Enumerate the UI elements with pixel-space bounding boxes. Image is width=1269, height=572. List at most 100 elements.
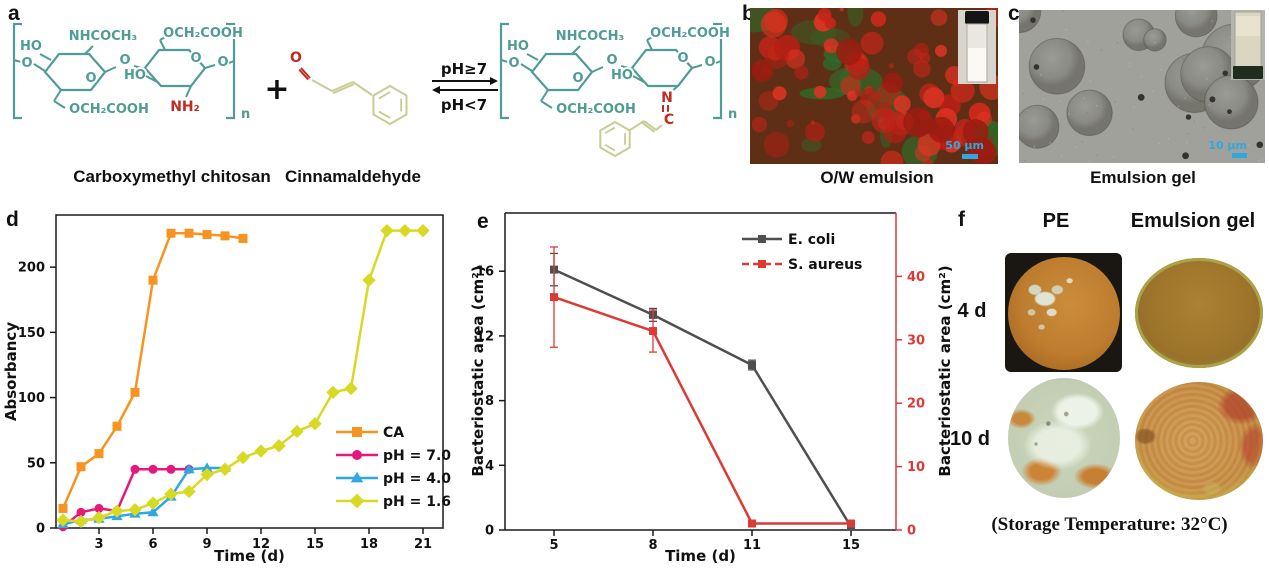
absorbance-chart: 0 50 100 150 200 3 6 9 12 15 18 21 Absorbancy Time (d… xyxy=(2,214,451,565)
column-header-pe: PE xyxy=(1042,210,1070,232)
legend-label: E. coli xyxy=(788,232,835,248)
oil-droplet xyxy=(888,63,895,69)
data-point xyxy=(220,231,230,241)
repeat-subscript: n xyxy=(728,107,737,122)
data-point xyxy=(130,464,140,474)
atom-label: OCH₂COOH xyxy=(650,26,730,41)
data-point xyxy=(112,421,122,431)
oil-droplet xyxy=(861,131,875,144)
right-y-tick-label: 30 xyxy=(907,333,925,348)
atom-label: O xyxy=(119,53,130,68)
vial-cap xyxy=(965,11,989,24)
oil-droplet xyxy=(962,119,989,146)
right-y-tick-label: 20 xyxy=(907,397,925,412)
oil-droplet xyxy=(751,116,768,133)
left-y-tick-label: 4 xyxy=(485,459,494,474)
data-point xyxy=(362,273,376,287)
imine-carbon-label: C xyxy=(664,112,674,128)
legend: CA pH = 7.0 pH = 4.0 pH = 1.6 xyxy=(336,425,451,510)
pore xyxy=(1227,109,1232,115)
oil-droplet xyxy=(851,114,861,124)
oil-droplet xyxy=(810,120,815,125)
data-point xyxy=(352,450,362,460)
fluorescence-micrograph: 50 μm xyxy=(750,8,998,164)
aldehyde-oxygen-label: O xyxy=(290,50,302,66)
cinnamaldehyde-structure: O xyxy=(288,48,408,126)
oil-droplet xyxy=(935,44,948,57)
pore xyxy=(1033,64,1040,70)
panel-c-caption: Emulsion gel xyxy=(1090,168,1196,187)
reverse-arrowhead xyxy=(432,86,440,94)
gel-dome xyxy=(1019,10,1042,34)
atom-label: O xyxy=(704,55,715,70)
x-tick-label: 3 xyxy=(94,537,103,552)
atom-label: O xyxy=(217,55,228,70)
pore xyxy=(1182,152,1189,160)
data-point xyxy=(201,462,213,472)
aqueous-phase-blob xyxy=(810,27,850,48)
left-y-tick-label: 12 xyxy=(476,329,494,344)
data-point xyxy=(236,450,250,465)
data-point xyxy=(254,444,268,458)
oil-droplet xyxy=(854,89,863,97)
data-point xyxy=(308,416,322,431)
data-point xyxy=(164,487,178,501)
left-y-axis-title: Bacteriostatic area (cm²) xyxy=(470,265,487,476)
data-point xyxy=(74,514,88,529)
panel-label-f: f xyxy=(958,208,965,231)
data-point xyxy=(76,462,86,472)
milky-emulsion xyxy=(968,48,986,81)
atom-label: NHCOCH₃ xyxy=(69,29,137,44)
data-point xyxy=(94,449,104,459)
scale-bar-label: 10 μm xyxy=(1208,139,1247,152)
data-point xyxy=(398,223,412,238)
data-point xyxy=(183,463,195,474)
benzene-ring xyxy=(599,120,631,158)
x-tick-label: 8 xyxy=(648,538,657,553)
x-tick-label: 15 xyxy=(842,538,860,553)
right-y-axis-title: Bacteriostatic area (cm²) xyxy=(936,265,954,476)
x-tick-label: 18 xyxy=(360,537,378,552)
oil-droplet xyxy=(764,44,790,69)
right-y-tick-label: 40 xyxy=(907,270,925,285)
oil-droplet xyxy=(923,87,945,109)
gel-dome xyxy=(1174,10,1218,38)
data-point xyxy=(218,462,232,476)
molecule2-caption: Cinnamaldehyde xyxy=(284,167,422,186)
oil-droplet xyxy=(880,150,904,164)
data-point xyxy=(202,230,212,240)
data-point xyxy=(748,519,756,528)
oil-droplet xyxy=(860,31,884,55)
row-label-4d: 4 d xyxy=(957,300,987,322)
amine-group-label: NH₂ xyxy=(170,99,200,115)
gel-dome xyxy=(1028,37,1086,95)
series-S. aureus xyxy=(550,246,855,528)
oil-droplet xyxy=(860,88,880,108)
gel-dome xyxy=(1066,89,1113,137)
data-point xyxy=(146,496,160,510)
atom-label: O xyxy=(677,51,688,66)
atom-label: HO xyxy=(20,39,42,54)
forward-condition-label: pH≥7 xyxy=(441,60,487,78)
oil-droplet xyxy=(751,59,774,82)
oil-droplet xyxy=(760,11,787,38)
legend-label: pH = 7.0 xyxy=(383,448,451,464)
data-point xyxy=(148,464,158,474)
data-point xyxy=(92,510,106,525)
panel-label-c: c xyxy=(1008,2,1020,25)
data-point xyxy=(344,381,358,396)
imine-nitrogen-label: N xyxy=(661,90,673,106)
data-point xyxy=(416,223,430,238)
x-tick-label: 5 xyxy=(549,538,558,553)
data-point xyxy=(200,467,214,482)
inverted-gel-vial-inset xyxy=(1231,10,1265,80)
atom-label: O xyxy=(21,56,32,71)
oil-droplet xyxy=(813,85,827,99)
y-tick-label: 100 xyxy=(18,391,45,406)
panel-b-caption: O/W emulsion xyxy=(820,168,934,187)
axes: 0 50 100 150 200 3 6 9 12 15 18 21 xyxy=(18,214,444,552)
scale-bar-label: 50 μm xyxy=(945,139,984,152)
bacteriostatic-chart: 0 4 8 12 16 0 10 20 30 40 5 8 11 15 Bacteriostatic are… xyxy=(470,212,954,565)
data-point xyxy=(349,493,365,509)
